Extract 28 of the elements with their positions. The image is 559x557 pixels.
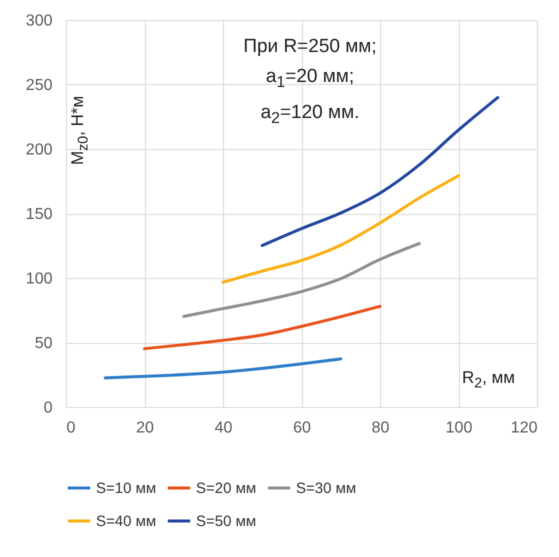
line-series	[260, 96, 500, 247]
line-series	[143, 304, 382, 350]
line-series	[222, 174, 460, 284]
x-axis-title: R$_{2}$, мм	[462, 368, 515, 392]
y-tick-label: 50	[34, 335, 53, 352]
annotation: a$_{1}$=20 мм;	[266, 66, 354, 91]
x-tick-label: 120	[510, 420, 538, 436]
line-series	[104, 357, 342, 380]
x-tick-label: 40	[214, 420, 232, 436]
legend-label: S=30 мм	[296, 480, 356, 497]
legend-label: S=40 мм	[96, 513, 156, 530]
y-tick-label: 300	[26, 12, 53, 30]
y-tick-label: 100	[26, 270, 53, 288]
x-tick-label: 0	[66, 420, 76, 436]
y-tick-label: 200	[26, 142, 53, 158]
legend-label: S=50 мм	[196, 513, 256, 530]
x-tick-label: 60	[293, 420, 311, 436]
legend-label: S=10 мм	[96, 480, 156, 497]
line-series	[182, 242, 421, 318]
legend-label: S=20 мм	[196, 480, 256, 497]
x-tick-label: 80	[372, 420, 390, 436]
y-tick-label: 150	[26, 206, 53, 223]
x-tick-label: 100	[446, 420, 472, 436]
y-tick-label: 0	[44, 400, 53, 416]
y-tick-label: 250	[26, 77, 53, 94]
annotation: a$_{2}$=120 мм.	[260, 102, 360, 127]
x-tick-label: 20	[136, 420, 154, 436]
annotation: При R=250 мм;	[243, 36, 377, 57]
